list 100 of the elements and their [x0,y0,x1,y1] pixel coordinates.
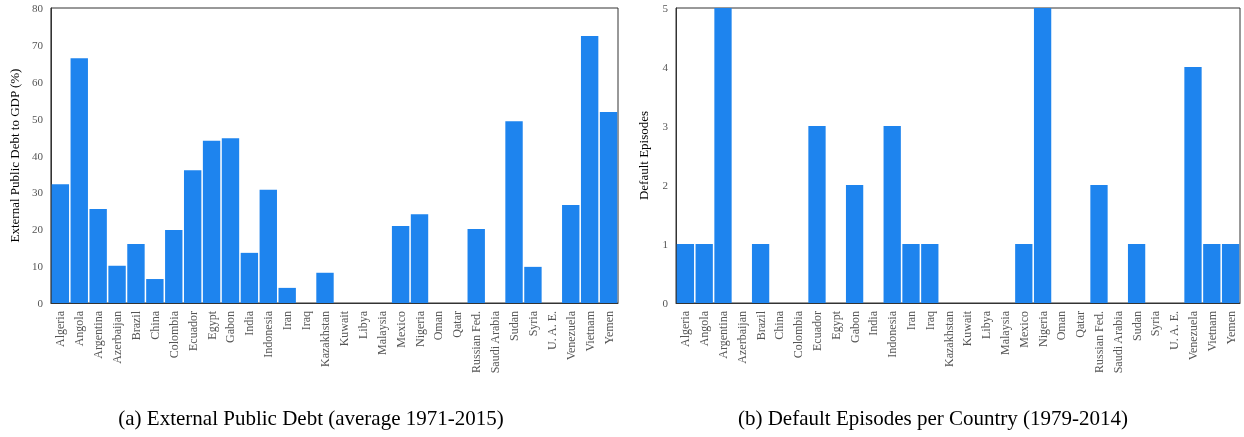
x-tick-label: Azerbaijan [110,311,125,364]
x-tick-label: Brazil [753,310,768,341]
x-tick-label: Qatar [450,311,465,338]
x-tick-label: Malaysia [374,310,389,355]
x-tick-label: Algeria [53,310,68,347]
y-tick-label: 4 [662,61,669,73]
y-tick-label: 10 [31,260,44,273]
x-tick-label: Mexico [1016,311,1031,348]
x-tick-label: Indonesia [885,310,900,358]
x-tick-label: Saudi Arabia [488,310,503,374]
x-tick-label: U. A. E. [544,311,559,350]
x-tick-label: Iraq [922,311,937,331]
x-tick-label: Iran [904,311,918,331]
bar [1221,244,1240,303]
bar [1090,185,1108,303]
bar [467,228,485,303]
x-tick-label: Egypt [204,310,219,340]
x-tick-label: Qatar [1073,311,1088,338]
x-tick-label: Oman [431,311,446,341]
y-tick-label: 70 [31,38,44,51]
bar [316,272,334,303]
x-tick-label: Libya [979,310,994,339]
bar [808,126,826,303]
bar [845,185,864,303]
x-tick-label: Kuwait [336,310,351,347]
x-tick-label: Sudan [507,311,522,341]
x-tick-label: Oman [1054,311,1069,341]
bar [1015,244,1033,303]
x-tick-label: Colombia [791,310,806,359]
bar [562,204,580,303]
bar [51,184,70,303]
y-tick-label: 30 [31,186,44,199]
x-tick-label: Gabon [223,311,238,343]
x-tick-label: India [866,310,881,336]
x-tick-label: Malaysia [998,310,1012,355]
bar [221,138,240,303]
x-tick-label: Vietnam [582,310,597,352]
x-tick-label: Syria [1148,310,1163,337]
text: (b) Default Episodes per Country (1979-2014) [737,405,1129,430]
x-tick-label: Brazil [128,310,143,341]
x-tick-label: Russian Fed. [1092,311,1106,374]
x-tick-label: Libya [355,310,370,339]
x-tick-label: India [242,310,257,336]
x-tick-label: Nigeria [1035,310,1050,347]
x-tick-label: Yemen [1223,311,1238,345]
x-tick-label: China [772,310,787,340]
x-tick-label: Nigeria [412,310,427,347]
y-tick-label: 1 [662,238,668,250]
x-tick-label: Sudan [1129,311,1144,341]
y-tick-label: 60 [31,75,44,88]
x-tick-label: Angola [697,310,712,347]
x-tick-label: Kuwait [960,310,975,347]
y-tick-label: 5 [662,2,669,14]
y-axis-title: External Public Debt to GDP (%) [7,68,22,243]
x-tick-label: Venezuela [1186,310,1200,361]
bar [751,244,770,303]
bar [410,214,429,303]
x-tick-label: Azerbaijan [734,311,749,364]
x-tick-label: U. A. E. [1167,311,1182,350]
bar [1033,8,1052,303]
bar [240,252,259,303]
bar [599,111,618,303]
y-tick-label: 20 [31,223,44,236]
y-tick-label: 2 [662,179,668,191]
x-tick-label: Syria [525,310,540,337]
x-tick-label: Indonesia [261,310,276,358]
x-tick-label: Iran [280,311,295,331]
bar [580,36,599,303]
x-tick-label: Russian Fed. [469,311,484,374]
bar [1127,244,1146,303]
bar [202,140,221,303]
y-tick-label: 0 [662,297,669,309]
y-tick-label: 40 [31,149,44,162]
y-tick-label: 80 [31,2,44,14]
y-tick-label: 50 [31,112,44,125]
x-tick-label: Gabon [847,311,862,343]
x-tick-label: Ecuador [185,311,200,351]
y-tick-label: 3 [662,120,669,132]
bar [183,170,202,303]
x-tick-label: Egypt [828,310,843,340]
x-tick-label: Kazakhstan [941,311,956,367]
x-tick-label: Ecuador [810,311,824,351]
y-axis-title: Default Episodes [636,110,651,201]
x-tick-label: Argentina [91,310,106,359]
x-tick-label: Argentina [716,310,730,359]
text: (a) External Public Debt (average 1971-2015) [118,405,504,430]
x-tick-label: China [147,310,162,340]
bar [391,225,410,303]
x-tick-label: Angola [72,310,87,347]
x-tick-label: Kazakhstan [318,311,332,367]
x-tick-label: Algeria [678,310,693,347]
x-tick-label: Saudi Arabia [1110,310,1125,374]
y-tick-label: 0 [37,297,44,309]
x-tick-label: Venezuela [563,310,578,361]
x-tick-label: Vietnam [1204,310,1219,352]
x-tick-label: Iraq [299,311,314,331]
bar [676,244,695,303]
x-tick-label: Mexico [393,311,408,348]
x-tick-label: Colombia [166,310,181,359]
x-tick-label: Yemen [601,311,616,345]
